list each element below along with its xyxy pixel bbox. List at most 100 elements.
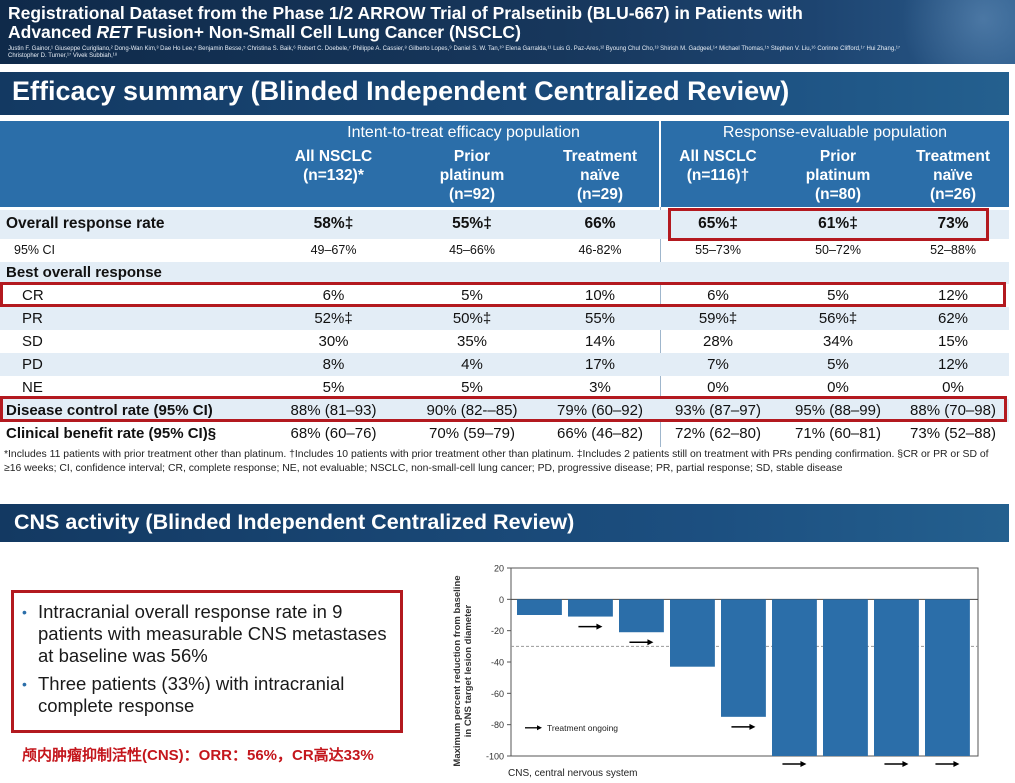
col-n: (n=29) [576,186,624,203]
row-value: 50–72% [815,243,861,257]
waterfall-plot: 20 0 -20 -40 -60 -80 -100 Treatment ongoing [486,564,979,767]
row-value: 65%‡ [698,215,738,232]
row-label: Best overall response [6,264,162,281]
row-value: 15% [937,333,969,350]
row-value: 5% [461,379,483,396]
row-value: 55–73% [695,243,741,257]
ongoing-arrow-head [749,723,756,730]
cns-section-title: CNS activity (Blinded Independent Centra… [0,504,1009,542]
row-value: 49–67% [310,243,357,257]
row-value: 88% (70–98) [910,402,996,419]
row-value: 0% [942,379,964,396]
row-value: 72% (62–80) [675,425,761,442]
column-header-itt-naive: Treatment naïve (n=29) [541,147,659,204]
y-tick-label: -80 [491,720,504,730]
banner-decoration [855,0,1015,64]
row-value: 56%‡ [818,310,858,327]
row-value: 30% [318,333,349,350]
waterfall-bar [517,599,562,615]
column-header-re-platinum: Prior platinum (n=80) [783,147,893,204]
table-row-dcr: Disease control rate (95% CI) 88% (81–93… [0,399,1009,422]
waterfall-bar [823,599,868,756]
authors-line1: Justin F. Gainor,¹ Giuseppe Curigliano,²… [8,46,901,52]
column-header-re-naive: Treatment naïve (n=26) [897,147,1009,204]
col-n: (n=132)* [303,167,364,184]
highlight-box-orr [668,208,989,241]
list-item: • Three patients (33%) with intracranial … [20,673,392,717]
row-label: CR [22,287,44,304]
row-value: 52–88% [930,243,976,257]
table-footnote: *Includes 11 patients with prior treatme… [4,449,989,474]
col-label: All NSCLC [679,148,757,165]
group-title-re: Response-evaluable population [722,124,948,141]
col-label: naïve [933,167,973,184]
group-title-itt: Intent-to-treat efficacy population [347,124,580,141]
row-value: 5% [322,379,345,396]
row-value: 70% (59–79) [429,425,515,442]
table-row-orr: Overall response rate 58%‡ 55%‡ 66% 65%‡… [0,210,1009,239]
waterfall-bar [619,599,664,633]
col-label: Prior [819,148,857,165]
row-value: 6% [322,287,345,304]
y-axis-label: Maximum percent reduction from baseline … [452,575,474,767]
group-header-itt: Intent-to-treat efficacy population All … [268,121,659,207]
title-banner: Registrational Dataset from the Phase 1/… [0,0,1015,64]
row-value: 95% (88–99) [795,402,881,419]
column-header-itt-platinum: Prior platinum (n=92) [408,147,536,204]
col-label: platinum [439,167,505,184]
col-label: platinum [805,167,871,184]
table-row-cr: CR 6% 5% 10% 6% 5% 12% [0,284,1009,307]
table-row-sd: SD 30% 35% 14% 28% 34% 15% [0,330,1009,353]
row-value: 17% [584,356,616,373]
row-value: 0% [707,379,729,396]
list-item: • Intracranial overall response rate in 9… [20,601,392,667]
col-label: Prior [453,148,491,165]
col-label: naïve [580,167,620,184]
poster-title-line1: Registrational Dataset from the Phase 1/… [8,3,803,23]
table-row-ne: NE 5% 5% 3% 0% 0% 0% [0,376,1009,399]
table-row-ci: 95% CI 49–67% 45–66% 46-82% 55–73% 50–72… [0,240,1009,262]
row-value: 12% [937,356,969,373]
table-header-blank [0,121,268,207]
row-value: 93% (87–97) [675,402,761,419]
row-value: 55%‡ [452,215,492,232]
y-tick-label: 20 [494,564,504,574]
authors-line2: Christopher D. Turner,¹⁷ Vivek Subbiah,¹… [8,53,118,59]
row-value: 35% [456,333,488,350]
row-value: 58%‡ [313,215,354,232]
waterfall-bar [721,599,766,717]
row-value: 88% (81–93) [290,402,377,419]
row-value: 45–66% [449,243,495,257]
col-label: All NSCLC [294,148,373,165]
highlight-box-dcr [0,396,1007,422]
row-value: 68% (60–76) [290,425,377,442]
efficacy-section-title: Efficacy summary (Blinded Independent Ce… [0,72,1009,115]
row-value: 3% [589,379,611,396]
row-value: 90% (82-–85) [426,402,518,419]
row-label: Clinical benefit rate (95% CI)§ [6,425,217,442]
waterfall-bar [874,599,919,756]
col-n: (n=116)† [686,167,750,184]
row-value: 50%‡ [452,310,492,327]
row-label: Disease control rate (95% CI) [6,402,213,419]
poster-title-line2: Advanced RET Fusion+ Non-Small Cell Lung… [8,22,521,43]
title-gene: RET [96,22,132,42]
column-header-re-all: All NSCLC (n=116)† [661,147,775,185]
waterfall-bar [670,599,715,667]
row-value: 52%‡ [314,310,353,327]
highlight-box-cr [0,282,1006,307]
row-value: 7% [707,356,729,373]
row-value: 73% (52–88) [910,425,996,442]
bullet-icon: • [22,604,27,620]
row-value: 62% [937,310,969,327]
row-value: 55% [584,310,616,327]
title-suffix: Fusion+ Non-Small Cell Lung Cancer (NSCL… [131,22,521,42]
row-value: 10% [584,287,616,304]
row-value: 0% [827,379,849,396]
header-divider [659,121,661,207]
row-value: 4% [461,356,483,373]
ongoing-arrow-head [902,761,909,767]
row-value: 79% (60–92) [557,402,643,419]
col-n: (n=80) [814,186,862,203]
cns-summary-box: • Intracranial overall response rate in 9… [11,590,403,733]
